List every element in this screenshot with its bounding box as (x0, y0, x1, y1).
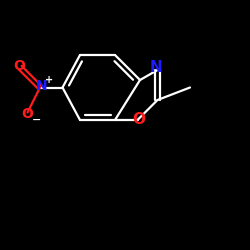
Text: O: O (132, 112, 145, 128)
Text: N: N (36, 79, 48, 93)
Text: +: + (46, 75, 54, 85)
Text: O: O (22, 107, 34, 121)
Text: N: N (150, 60, 162, 76)
Text: −: − (32, 114, 41, 124)
Text: O: O (13, 59, 25, 73)
